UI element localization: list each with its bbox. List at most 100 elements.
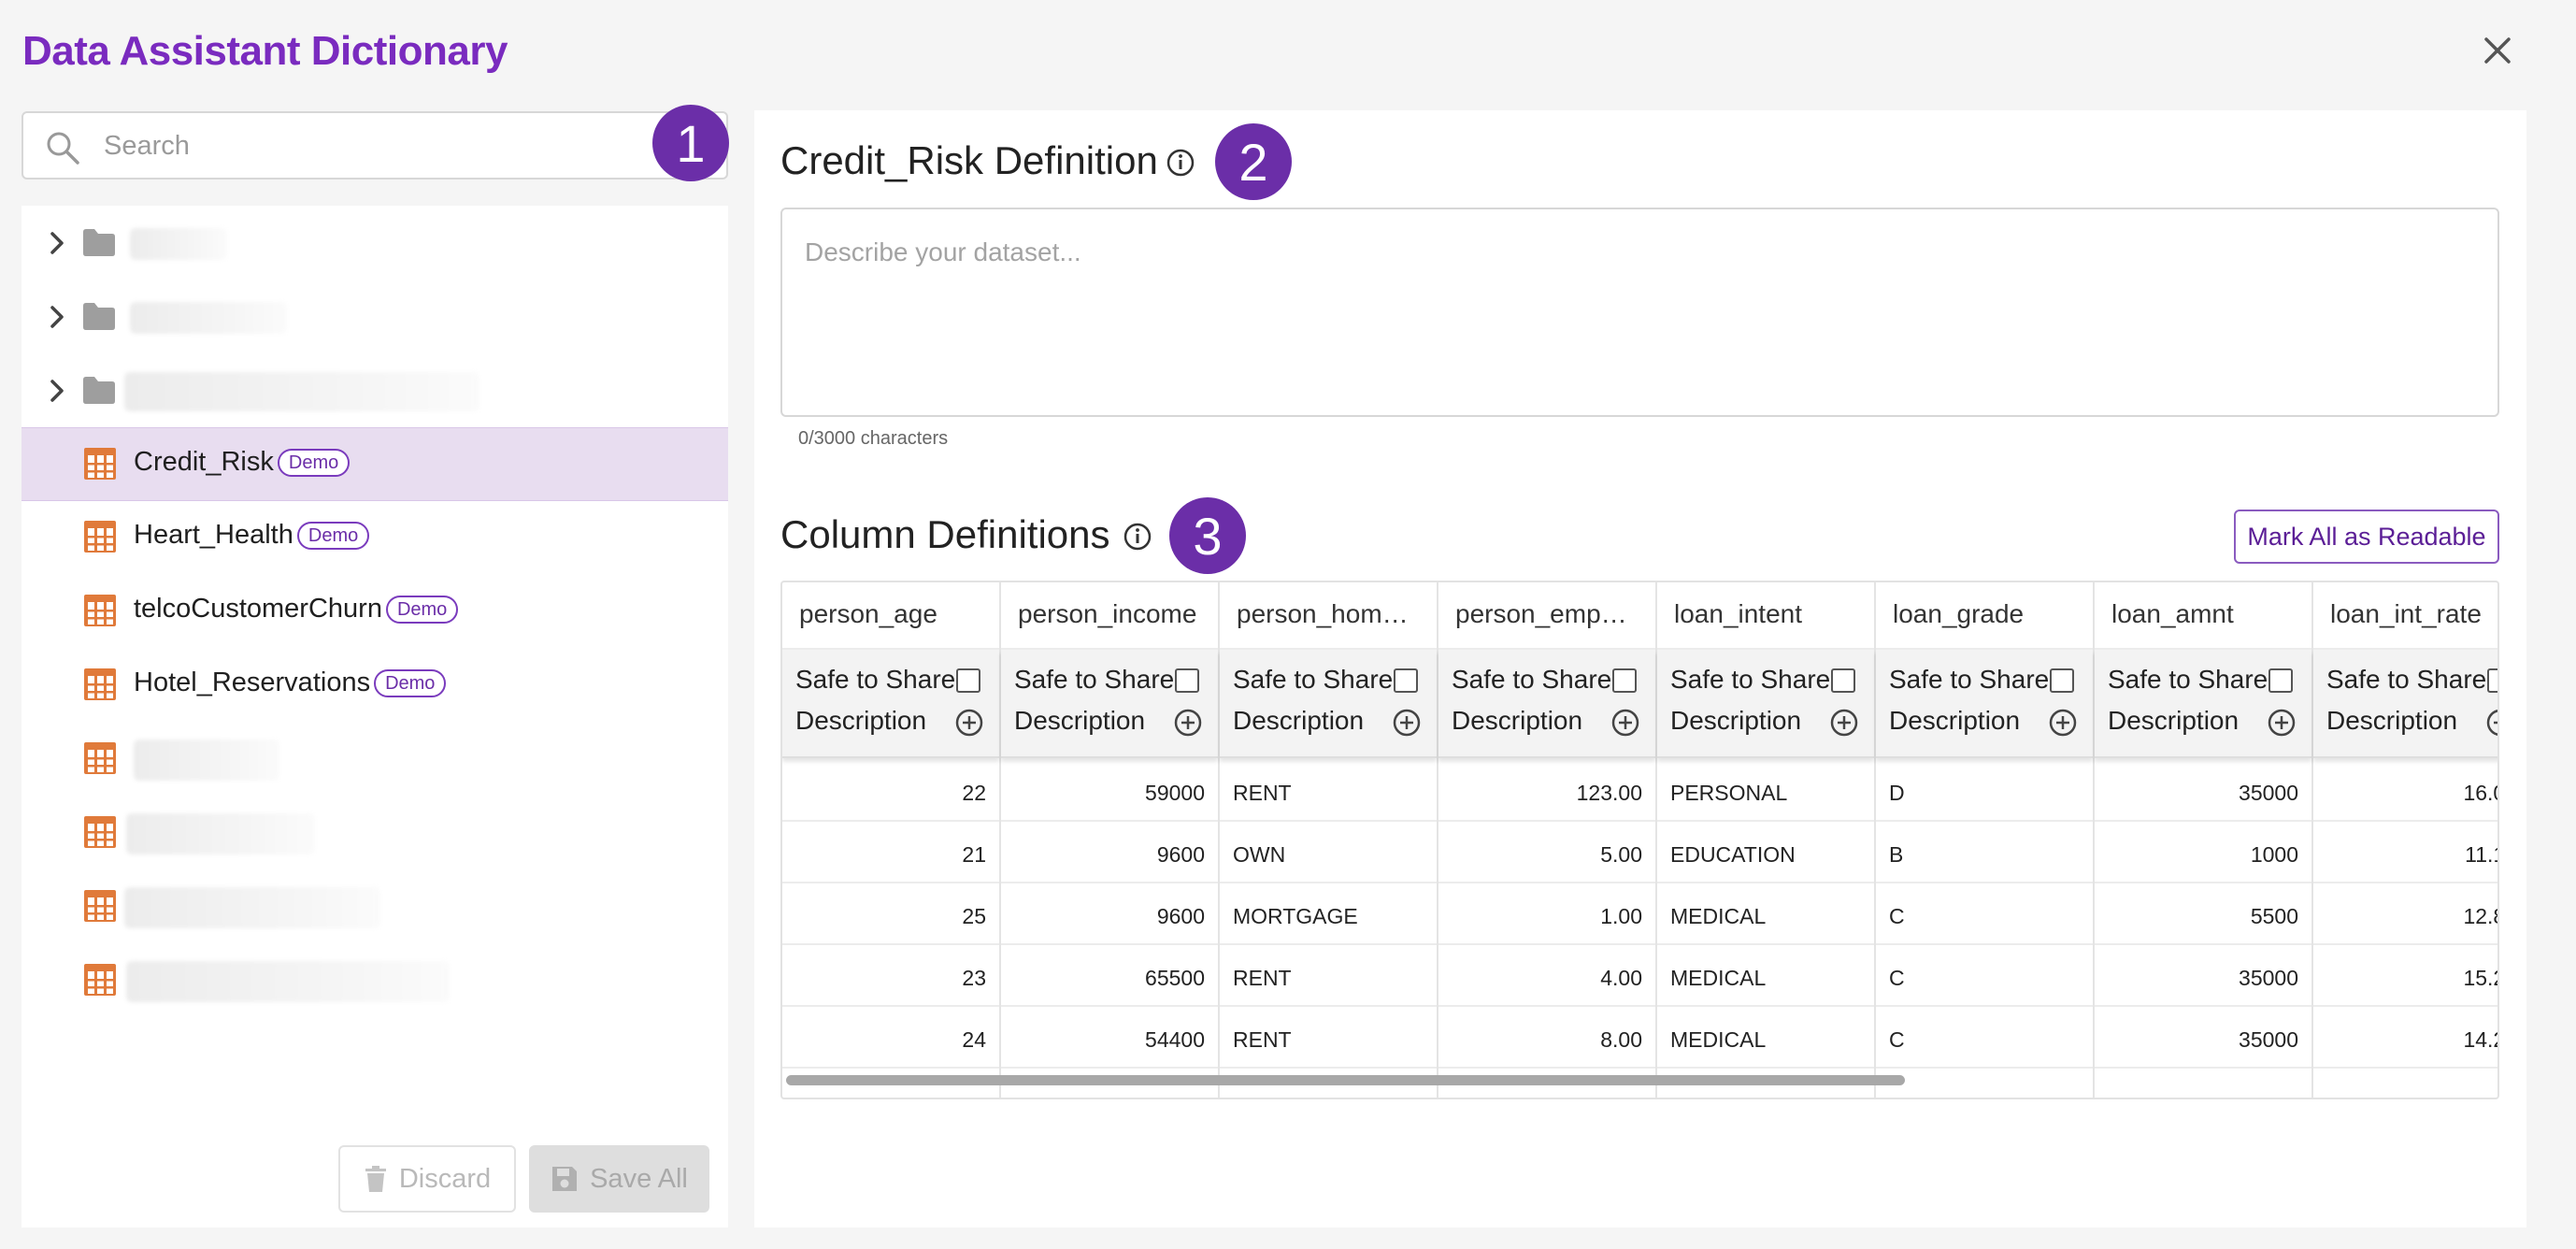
- dataset-item[interactable]: [21, 723, 728, 797]
- table-icon: [84, 964, 116, 996]
- folder-icon: [83, 229, 115, 256]
- column-header: person_income: [1001, 582, 1218, 650]
- redacted-name: [130, 302, 287, 334]
- add-description-icon[interactable]: [1610, 708, 1640, 738]
- column-meta: Safe to Share Description: [1001, 650, 1218, 758]
- table-cell: D: [1876, 760, 2093, 822]
- search-input[interactable]: [104, 122, 627, 169]
- safe-to-share-checkbox[interactable]: [2050, 668, 2074, 693]
- table-cell: C: [1876, 883, 2093, 945]
- dataset-item[interactable]: [21, 944, 728, 1018]
- column-header: person_home…: [1220, 582, 1437, 650]
- table-cell: 59000: [1001, 760, 1218, 822]
- tree-folder[interactable]: [21, 280, 728, 353]
- safe-to-share-label: Safe to Share: [2326, 665, 2487, 694]
- table-cell: EDUCATION: [1657, 822, 1874, 883]
- mark-all-readable-button[interactable]: Mark All as Readable: [2234, 510, 2499, 564]
- chevron-right-icon[interactable]: [46, 229, 68, 257]
- column-meta: Safe to Share Description: [782, 650, 999, 758]
- dataset-item[interactable]: [21, 870, 728, 944]
- table-cell: RENT: [1220, 945, 1437, 1007]
- dataset-item-credit-risk[interactable]: Credit_Risk Demo: [21, 427, 728, 501]
- add-description-icon[interactable]: [954, 708, 984, 738]
- chevron-right-icon[interactable]: [46, 303, 68, 331]
- table-cell: 65500: [1001, 945, 1218, 1007]
- column-definitions-table: person_age Safe to Share Description 22 21 25…: [780, 581, 2499, 1099]
- dataset-item[interactable]: [21, 797, 728, 870]
- folder-icon: [83, 303, 115, 330]
- add-description-icon[interactable]: [2267, 708, 2297, 738]
- redacted-name: [130, 228, 227, 260]
- info-icon[interactable]: [1123, 522, 1152, 552]
- add-description-icon[interactable]: [2485, 708, 2499, 738]
- step-marker-3: 3: [1169, 497, 1246, 574]
- table-cell: 54400: [1001, 1007, 1218, 1069]
- redacted-name: [126, 961, 450, 1002]
- table-cell: 11.14: [2313, 822, 2497, 883]
- table-cell: 24: [782, 1007, 999, 1069]
- scrollbar-thumb[interactable]: [786, 1075, 1905, 1085]
- horizontal-scrollbar[interactable]: [782, 1071, 2497, 1086]
- close-button[interactable]: [2477, 30, 2518, 71]
- search-box[interactable]: [21, 111, 728, 179]
- dataset-label: Hotel_Reservations Demo: [134, 668, 447, 698]
- table-cell: OWN: [1220, 822, 1437, 883]
- save-icon: [552, 1167, 578, 1191]
- table-cell: RENT: [1220, 760, 1437, 822]
- column-header: person_age: [782, 582, 999, 650]
- safe-to-share-label: Safe to Share: [1889, 665, 2050, 694]
- safe-to-share-checkbox[interactable]: [2487, 668, 2497, 693]
- dataset-label: Credit_Risk Demo: [134, 447, 351, 478]
- dataset-item-heart-health[interactable]: Heart_Health Demo: [21, 501, 728, 575]
- table-column: person_emp_… Safe to Share Description 123.…: [1438, 582, 1657, 1098]
- table-cell: 123.00: [1438, 760, 1655, 822]
- step-marker-2: 2: [1215, 123, 1292, 200]
- column-meta: Safe to Share Description: [1220, 650, 1437, 758]
- discard-button[interactable]: Discard: [338, 1145, 516, 1213]
- safe-to-share-checkbox[interactable]: [1175, 668, 1199, 693]
- add-description-icon[interactable]: [1829, 708, 1859, 738]
- tree-folder[interactable]: [21, 353, 728, 427]
- description-label: Description: [795, 706, 927, 735]
- add-description-icon[interactable]: [2048, 708, 2078, 738]
- safe-to-share-label: Safe to Share: [1233, 665, 1394, 694]
- column-definitions-title: Column Definitions: [780, 512, 1110, 556]
- safe-to-share-checkbox[interactable]: [1612, 668, 1637, 693]
- redacted-name: [124, 372, 479, 411]
- safe-to-share-checkbox[interactable]: [1394, 668, 1418, 693]
- close-icon: [2484, 37, 2511, 64]
- table-icon: [84, 448, 116, 480]
- add-description-icon[interactable]: [1173, 708, 1203, 738]
- table-cell: 9600: [1001, 883, 1218, 945]
- info-icon[interactable]: [1166, 148, 1195, 178]
- tree-folder[interactable]: [21, 206, 728, 280]
- column-header: loan_intent: [1657, 582, 1874, 650]
- demo-badge: Demo: [296, 521, 370, 550]
- table-icon: [84, 890, 116, 922]
- redacted-name: [124, 887, 380, 928]
- table-icon: [84, 521, 116, 553]
- safe-to-share-checkbox[interactable]: [1831, 668, 1855, 693]
- table-cell: B: [1876, 822, 2093, 883]
- table-cell: 35000: [2095, 760, 2311, 822]
- description-label: Description: [1452, 706, 1583, 735]
- table-cell: 14.27: [2313, 1007, 2497, 1069]
- safe-to-share-checkbox[interactable]: [2268, 668, 2293, 693]
- save-all-button[interactable]: Save All: [529, 1145, 709, 1213]
- safe-to-share-label: Safe to Share: [1670, 665, 1831, 694]
- add-description-icon[interactable]: [1392, 708, 1422, 738]
- dataset-item-telco-customer-churn[interactable]: telcoCustomerChurn Demo: [21, 575, 728, 649]
- table-cell: 22: [782, 760, 999, 822]
- dataset-item-hotel-reservations[interactable]: Hotel_Reservations Demo: [21, 649, 728, 723]
- safe-to-share-checkbox[interactable]: [956, 668, 980, 693]
- chevron-right-icon[interactable]: [46, 377, 68, 405]
- safe-to-share-label: Safe to Share: [2108, 665, 2268, 694]
- dataset-description-input[interactable]: [780, 208, 2499, 417]
- dataset-detail-panel: Credit_Risk Definition 2 0/3000 characte…: [754, 110, 2526, 1227]
- safe-to-share-label: Safe to Share: [1014, 665, 1175, 694]
- dataset-name: telcoCustomerChurn: [134, 594, 382, 624]
- table-cell: 8.00: [1438, 1007, 1655, 1069]
- table-column: person_home… Safe to Share Description RENT…: [1220, 582, 1438, 1098]
- redacted-name: [126, 813, 315, 854]
- description-label: Description: [2326, 706, 2458, 735]
